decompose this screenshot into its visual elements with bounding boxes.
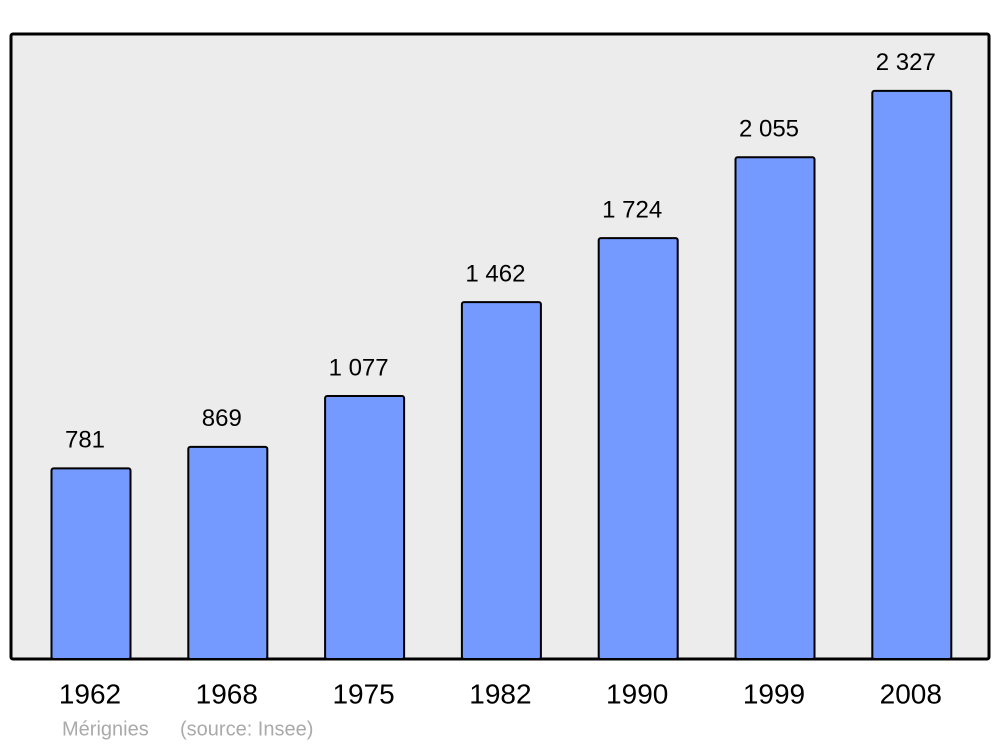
value-label: 781 bbox=[65, 427, 105, 454]
bar bbox=[324, 395, 406, 660]
bar bbox=[50, 467, 132, 660]
bar bbox=[597, 237, 679, 660]
bar bbox=[871, 89, 953, 660]
value-label: 1 077 bbox=[329, 354, 389, 381]
x-tick-label: 1968 bbox=[196, 678, 258, 709]
bar bbox=[734, 156, 816, 660]
x-tick-label: 1990 bbox=[606, 678, 668, 709]
x-tick-label: 2008 bbox=[880, 678, 942, 709]
x-tick-label: 1999 bbox=[743, 678, 805, 709]
value-label: 1 462 bbox=[465, 260, 525, 287]
caption: Mérignies bbox=[62, 718, 149, 740]
source: (source: Insee) bbox=[180, 718, 313, 740]
bar bbox=[187, 445, 269, 660]
value-label: 869 bbox=[202, 405, 242, 432]
bar bbox=[460, 301, 542, 660]
x-tick-label: 1975 bbox=[332, 678, 394, 709]
x-tick-label: 1982 bbox=[469, 678, 531, 709]
value-label: 2 055 bbox=[739, 116, 799, 143]
value-label: 1 724 bbox=[602, 196, 662, 223]
value-label: 2 327 bbox=[876, 49, 936, 76]
x-tick-label: 1962 bbox=[59, 678, 121, 709]
